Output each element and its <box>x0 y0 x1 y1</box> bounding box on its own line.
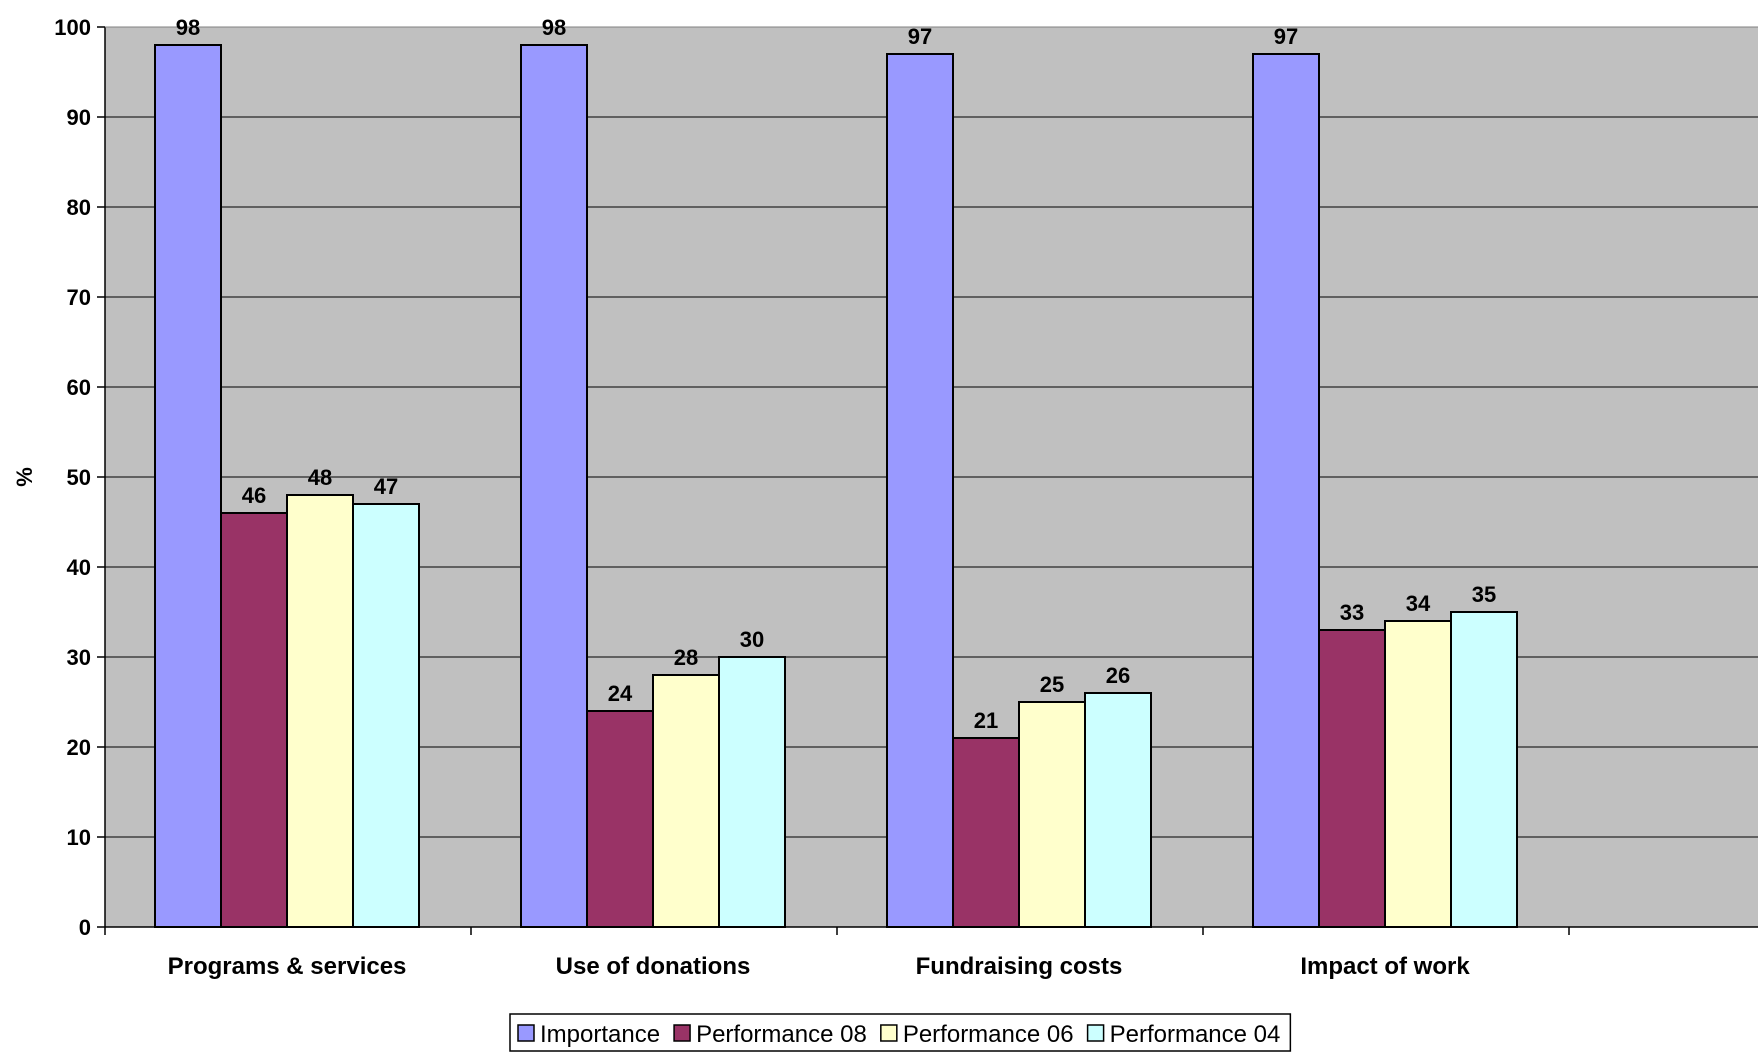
legend-item: Performance 06 <box>880 1021 1074 1048</box>
data-labels: 98 46 48 47 98 24 28 30 97 21 25 26 97 33 34 35 <box>176 15 1496 733</box>
legend-swatch <box>1086 1024 1105 1042</box>
bar-performance-08 <box>1318 629 1386 928</box>
y-tick-label: 60 <box>67 375 91 400</box>
data-label: 97 <box>1274 24 1298 49</box>
legend-label: Performance 06 <box>903 1021 1074 1048</box>
bar-importance <box>886 53 954 928</box>
legend-label: Importance <box>540 1021 660 1048</box>
bar-importance <box>1252 53 1320 928</box>
legend-item: Performance 08 <box>673 1021 867 1048</box>
data-label: 33 <box>1340 600 1364 625</box>
bar-performance-06 <box>652 674 720 928</box>
legend-frame <box>509 1013 1292 1052</box>
data-label: 97 <box>908 24 932 49</box>
data-label: 48 <box>308 465 332 490</box>
bar-performance-04 <box>352 503 420 928</box>
y-tick-label: 20 <box>67 735 91 760</box>
data-label: 47 <box>374 474 398 499</box>
category-label: Fundraising costs <box>916 953 1123 980</box>
legend-item: Performance 04 <box>1086 1021 1281 1048</box>
legend-label: Performance 08 <box>696 1021 867 1048</box>
y-tick-labels: 0 10 20 30 40 50 60 70 80 90 100 <box>54 15 91 940</box>
category-label: Programs & services <box>168 953 407 980</box>
bar-performance-06 <box>1384 620 1452 928</box>
y-tick-label: 30 <box>67 645 91 670</box>
data-label: 35 <box>1472 582 1496 607</box>
data-label: 34 <box>1406 591 1431 616</box>
category-label: Use of donations <box>556 953 751 980</box>
category-label: Impact of work <box>1300 953 1470 980</box>
data-label: 28 <box>674 645 698 670</box>
bar-performance-04 <box>718 656 786 928</box>
legend-swatch <box>517 1024 535 1042</box>
bar-performance-04 <box>1084 692 1152 928</box>
data-label: 24 <box>608 681 633 706</box>
y-tick-label: 50 <box>67 465 91 490</box>
bar-performance-04 <box>1450 611 1518 928</box>
bar-importance <box>154 44 222 928</box>
data-label: 26 <box>1106 663 1130 688</box>
bar-performance-06 <box>286 494 354 928</box>
bar-performance-08 <box>952 737 1020 928</box>
data-label: 46 <box>242 483 266 508</box>
y-tick-label: 80 <box>67 195 91 220</box>
legend-item: Importance <box>517 1021 660 1048</box>
legend: Importance Performance 08 Performance 06 Pe… <box>509 1013 1292 1052</box>
bar-importance <box>520 44 588 928</box>
bars <box>154 44 1518 928</box>
bar-performance-08 <box>220 512 288 928</box>
data-label: 98 <box>542 15 566 40</box>
y-tick-label: 0 <box>79 915 91 940</box>
y-tick-label: 10 <box>67 825 91 850</box>
legend-swatch <box>673 1024 691 1042</box>
legend-swatch <box>880 1024 898 1042</box>
data-label: 98 <box>176 15 200 40</box>
bar-performance-08 <box>586 710 654 928</box>
y-axis-title: % <box>12 467 37 487</box>
y-tick-label: 70 <box>67 285 91 310</box>
y-tick-label: 40 <box>67 555 91 580</box>
y-tick-label: 100 <box>54 15 91 40</box>
bar-performance-06 <box>1018 701 1086 928</box>
legend-label: Performance 04 <box>1110 1021 1281 1048</box>
data-label: 25 <box>1040 672 1064 697</box>
data-label: 30 <box>740 627 764 652</box>
y-tick-label: 90 <box>67 105 91 130</box>
axes <box>97 26 1758 935</box>
data-label: 21 <box>974 708 998 733</box>
category-labels: Programs & services Use of donations Fundr… <box>168 953 1471 980</box>
